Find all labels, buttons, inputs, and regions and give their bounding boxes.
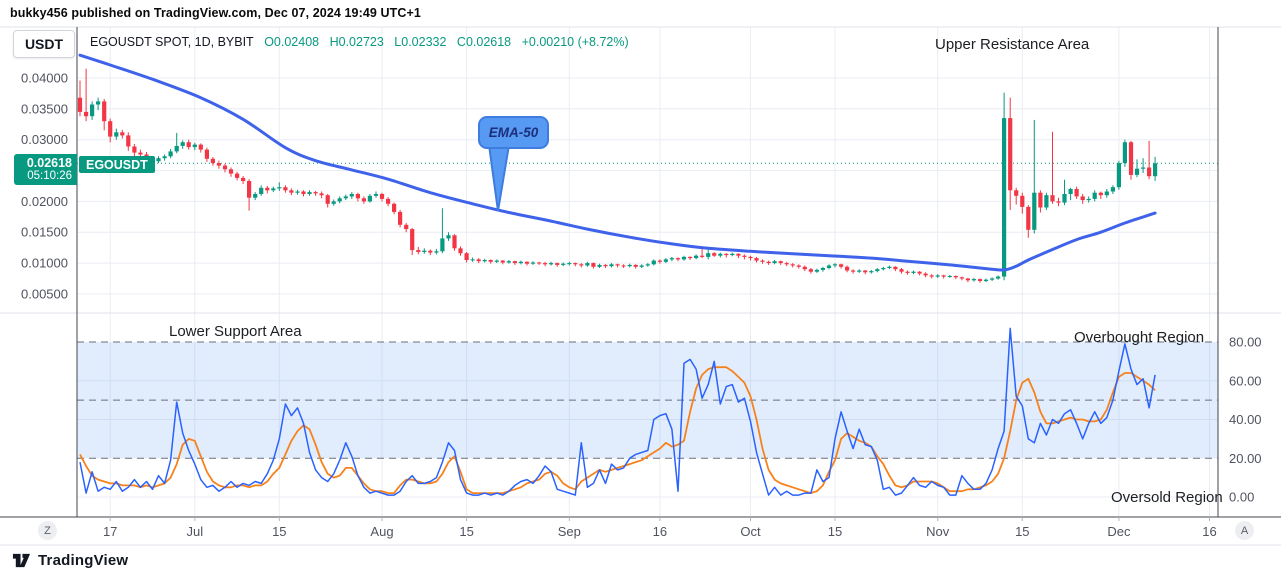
svg-text:20.00: 20.00 <box>1229 451 1262 466</box>
symbol-title: EGOUSDT SPOT, 1D, BYBIT <box>90 35 254 49</box>
ohlc-low: L0.02332 <box>394 35 447 49</box>
svg-text:16: 16 <box>1202 524 1216 539</box>
svg-text:0.02000: 0.02000 <box>21 194 68 209</box>
svg-text:0.01000: 0.01000 <box>21 256 68 271</box>
svg-text:0.04000: 0.04000 <box>21 71 68 86</box>
auto-scale-button[interactable]: A <box>1235 521 1254 540</box>
current-price-tag: 0.02618 05:10:26 <box>14 154 77 185</box>
svg-text:15: 15 <box>272 524 286 539</box>
svg-text:Nov: Nov <box>926 524 950 539</box>
svg-text:40.00: 40.00 <box>1229 412 1262 427</box>
svg-text:60.00: 60.00 <box>1229 373 1262 388</box>
annotation-overbought-region: Overbought Region <box>1074 329 1205 346</box>
attribution-text: bukky456 published on TradingView.com, D… <box>10 6 421 20</box>
timezone-button[interactable]: Z <box>38 521 57 540</box>
svg-text:Jul: Jul <box>186 524 203 539</box>
svg-text:0.03500: 0.03500 <box>21 101 68 116</box>
tradingview-logo-text: TradingView <box>38 552 129 569</box>
bar-countdown: 05:10:26 <box>27 170 72 182</box>
tradingview-logo[interactable]: TradingView <box>12 551 128 570</box>
svg-text:80.00: 80.00 <box>1229 335 1262 350</box>
annotation-oversold-region: Oversold Region <box>1111 489 1223 506</box>
symbol-price-label: EGOUSDT <box>79 156 155 173</box>
svg-text:Dec: Dec <box>1107 524 1131 539</box>
ema-callout-label: EMA-50 <box>478 116 549 149</box>
annotation-lower-support: Lower Support Area <box>169 323 302 340</box>
svg-text:0.00500: 0.00500 <box>21 286 68 301</box>
svg-text:0.00: 0.00 <box>1229 490 1254 505</box>
svg-text:0.03000: 0.03000 <box>21 132 68 147</box>
ohlc-high: H0.02723 <box>329 35 384 49</box>
svg-text:Oct: Oct <box>740 524 761 539</box>
currency-button[interactable]: USDT <box>13 30 75 58</box>
annotation-upper-resistance: Upper Resistance Area <box>935 36 1090 53</box>
svg-text:Sep: Sep <box>558 524 581 539</box>
tradingview-logo-icon <box>12 553 31 568</box>
symbol-header: EGOUSDT SPOT, 1D, BYBIT O0.02408 H0.0272… <box>90 35 629 49</box>
svg-text:16: 16 <box>653 524 667 539</box>
ohlc-close: C0.02618 <box>456 35 512 49</box>
svg-text:15: 15 <box>1015 524 1029 539</box>
ohlc-change: +0.00210 (+8.72%) <box>521 35 629 49</box>
svg-text:15: 15 <box>459 524 473 539</box>
svg-text:Aug: Aug <box>370 524 393 539</box>
ohlc-open: O0.02408 <box>264 35 320 49</box>
svg-text:0.01500: 0.01500 <box>21 225 68 240</box>
svg-text:15: 15 <box>828 524 842 539</box>
current-price-value: 0.02618 <box>26 156 72 170</box>
svg-text:17: 17 <box>103 524 117 539</box>
